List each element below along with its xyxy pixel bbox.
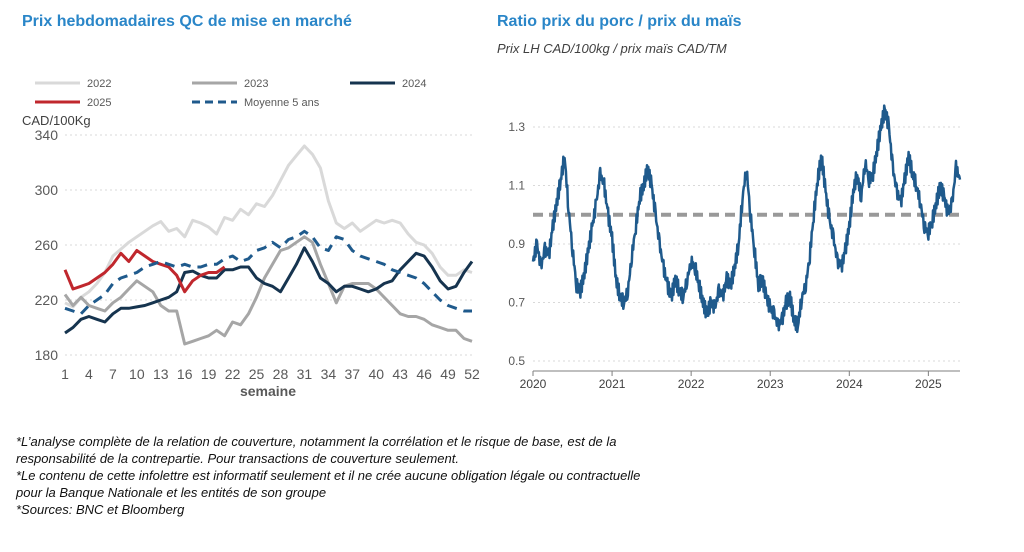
left-x-tick-label: 31 [297,366,313,382]
left-x-tick-label: 28 [273,366,289,382]
left-x-tick-label: 22 [225,366,241,382]
right-y-tick-label: 1.1 [508,179,525,193]
left-x-tick-label: 43 [392,366,408,382]
left-x-tick-label: 13 [153,366,169,382]
left-x-tick-label: 19 [201,366,217,382]
left-x-tick-label: 40 [368,366,384,382]
footnote-line: pour la Banque Nationale et les entités … [16,485,327,500]
left-x-tick-label: 52 [464,366,480,382]
right-x-tick-label: 2021 [599,377,626,391]
right-x-tick-label: 2025 [915,377,942,391]
charts-canvas: 180 220 260 300 340 1 4 7 10 13 16 19 22 25 28 31 34 37 40… [22,78,962,399]
right-x-tick-label: 2022 [678,377,705,391]
left-y-tick-label: 260 [35,237,59,253]
right-y-tick-label: 0.5 [508,354,525,368]
left-x-tick-label: 46 [416,366,432,382]
legend-label: 2022 [87,78,111,90]
left-x-tick-label: 1 [61,366,69,382]
left-x-tick-label: 49 [440,366,456,382]
left-x-tick-label: 34 [321,366,337,382]
footnote-line: responsabilité de la contrepartie. Pour … [16,451,459,466]
left-y-tick-label: 180 [35,347,59,363]
left-x-tick-label: 10 [129,366,145,382]
left-x-tick-label: 16 [177,366,193,382]
footnote-line: *L’analyse complète de la relation de co… [16,434,617,449]
legend-label: 2023 [244,78,268,90]
footnotes: *L’analyse complète de la relation de co… [16,433,1016,518]
left-x-tick-label: 4 [85,366,93,382]
right-x-tick-label: 2020 [520,377,547,391]
right-chart-title: Ratio prix du porc / prix du maïs [497,13,742,30]
legend-label: 2024 [402,78,426,90]
footnote-line: *Le contenu de cette infolettre est info… [16,468,641,483]
legend-label: 2025 [87,97,111,109]
footnote-line: *Sources: BNC et Bloomberg [16,502,185,517]
left-y-tick-label: 340 [35,127,59,143]
right-y-tick-label: 1.3 [508,120,525,134]
right-y-tick-label: 0.7 [508,296,525,310]
left-y-axis-label: CAD/100Kg [22,113,91,128]
right-x-tick-label: 2023 [757,377,784,391]
right-chart-subtitle: Prix LH CAD/100kg / prix maïs CAD/TM [497,41,727,56]
series-line-2023 [63,235,473,346]
left-y-tick-label: 220 [35,292,59,308]
left-x-axis-label: semaine [240,383,296,399]
series-line-2025 [63,249,226,294]
left-chart-title: Prix hebdomadaires QC de mise en marché [22,13,352,30]
ratio-series-line [531,104,962,334]
left-x-tick-label: 7 [109,366,117,382]
left-x-tick-label: 37 [345,366,361,382]
legend-label: Moyenne 5 ans [244,97,320,109]
series-line-2024 [64,246,474,335]
right-x-tick-label: 2024 [836,377,863,391]
left-y-tick-label: 300 [35,182,59,198]
series-line-2022 [64,144,473,309]
right-y-tick-label: 0.9 [508,237,525,251]
left-x-tick-label: 25 [249,366,265,382]
